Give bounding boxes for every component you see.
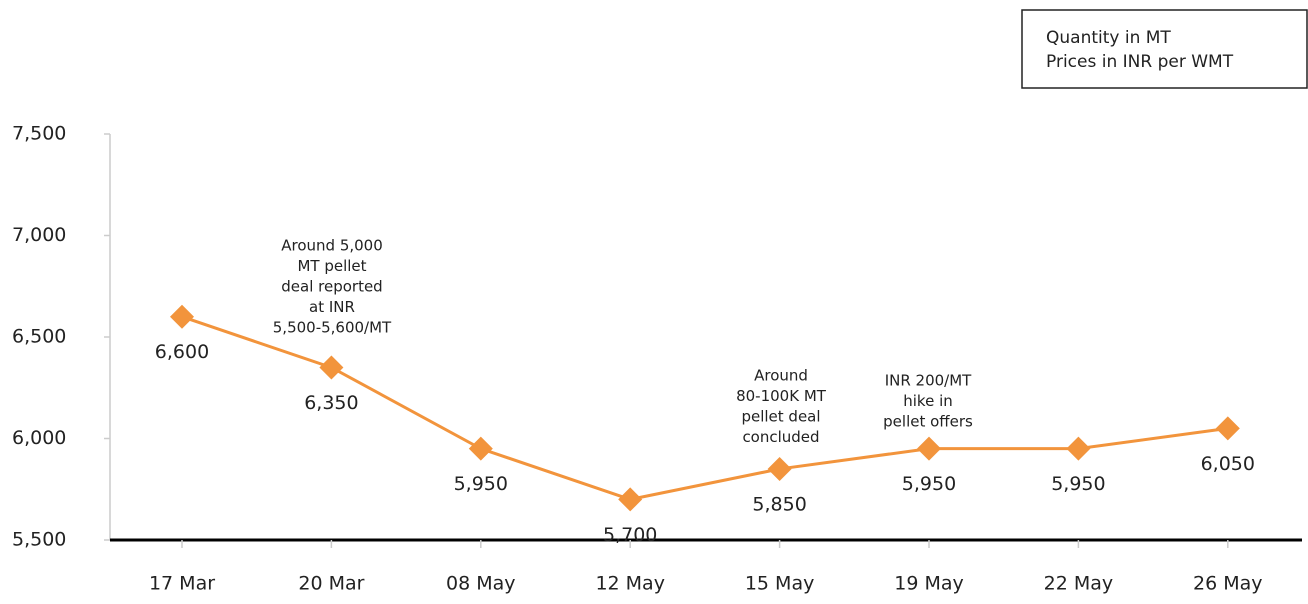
marker (767, 456, 792, 481)
annotation: at INR (309, 298, 355, 316)
data-label: 5,950 (1051, 473, 1105, 495)
marker (917, 436, 941, 461)
note-line: Quantity in MT (1046, 28, 1171, 48)
data-label: 5,950 (902, 473, 956, 495)
data-label: 5,950 (454, 473, 508, 495)
x-tick-label: 26 May (1193, 573, 1263, 595)
x-tick-label: 22 May (1044, 573, 1114, 595)
marker (1215, 416, 1240, 441)
annotation: deal reported (281, 278, 382, 296)
annotation: Around 5,000 (281, 237, 383, 255)
y-tick-label: 7,500 (12, 123, 66, 145)
annotation: 5,500-5,600/MT (273, 319, 392, 337)
y-tick-label: 5,500 (12, 529, 66, 551)
annotation: concluded (742, 428, 819, 446)
x-tick-label: 17 Mar (149, 573, 215, 595)
note-box (1021, 9, 1308, 89)
y-tick-label: 7,000 (12, 224, 66, 246)
y-tick-label: 6,500 (12, 326, 66, 348)
annotation: MT pellet (297, 257, 366, 275)
marker (1066, 436, 1091, 461)
annotation: INR 200/MT (885, 372, 972, 390)
line (181, 315, 1229, 501)
annotation: pellet deal (741, 408, 820, 426)
y-tick-label: 6,000 (12, 427, 66, 449)
data-label: 6,600 (155, 341, 209, 363)
data-label: 5,850 (752, 493, 806, 515)
annotation: pellet offers (883, 413, 973, 431)
data-label: 6,050 (1201, 453, 1255, 475)
x-tick-label: 12 May (595, 573, 665, 595)
annotation: 80-100K MT (736, 387, 827, 405)
x-tick-label: 08 May (446, 573, 516, 595)
marker (170, 304, 194, 329)
x-tick-label: 19 May (894, 573, 964, 595)
data-label: 5,700 (603, 524, 657, 546)
annotation: Around (754, 367, 808, 385)
data-label: 6,350 (304, 392, 358, 414)
marker (319, 355, 344, 380)
marker (468, 436, 493, 461)
note-line: Prices in INR per WMT (1046, 52, 1234, 72)
x-tick-label: 15 May (745, 573, 815, 595)
marker (618, 487, 643, 512)
x-tick-label: 20 Mar (298, 573, 364, 595)
annotation: hike in (903, 392, 953, 410)
